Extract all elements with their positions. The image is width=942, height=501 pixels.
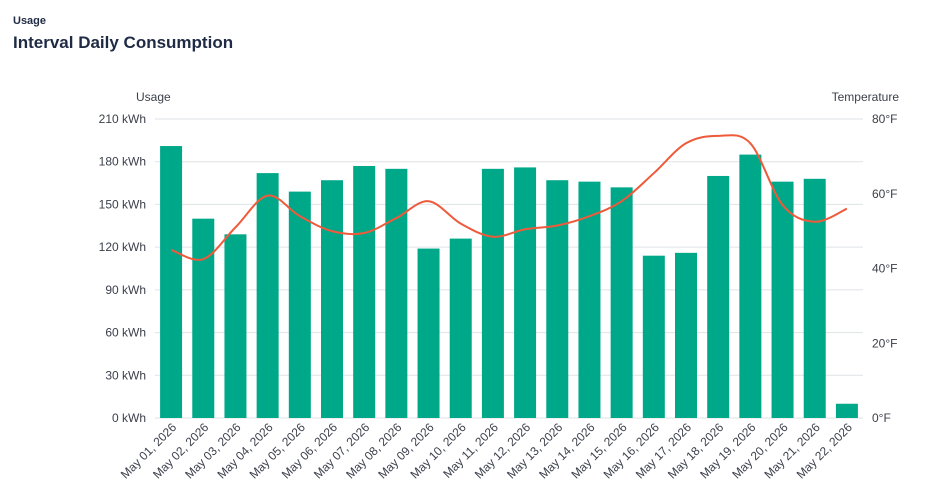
usage-bar[interactable] (481, 168, 504, 418)
usage-bar[interactable] (417, 248, 440, 418)
usage-bar[interactable] (192, 218, 215, 418)
usage-bar[interactable] (803, 178, 826, 418)
left-tick-label: 210 kWh (99, 112, 146, 126)
usage-bar[interactable] (321, 180, 343, 418)
usage-bar[interactable] (160, 146, 183, 419)
left-tick-label: 150 kWh (99, 197, 146, 211)
usage-bar[interactable] (610, 187, 633, 418)
temperature-series-line (170, 134, 848, 261)
right-tick-label: 0°F (872, 411, 891, 425)
right-tick-label: 80°F (872, 112, 897, 126)
left-tick-label: 30 kWh (105, 368, 146, 382)
left-tick-label: 120 kWh (99, 240, 146, 254)
usage-bar[interactable] (675, 252, 697, 418)
usage-bar[interactable] (707, 175, 730, 418)
section-eyebrow: Usage (13, 15, 47, 27)
usage-bar[interactable] (771, 181, 794, 418)
usage-bar[interactable] (353, 165, 376, 418)
right-axis-ticks: 0°F 20°F 40°F 60°F 80°F (872, 112, 897, 425)
right-tick-label: 60°F (872, 187, 897, 201)
temperature-line (170, 134, 848, 261)
usage-bar[interactable] (578, 181, 601, 418)
left-axis-ticks: 0 kWh 30 kWh 60 kWh 90 kWh 120 kWh 150 kWh 180… (99, 112, 146, 425)
usage-bar[interactable] (514, 167, 537, 418)
page-title: Interval Daily Consumption (13, 33, 234, 52)
usage-bar[interactable] (739, 154, 762, 418)
usage-bar[interactable] (546, 180, 569, 418)
usage-bar[interactable] (288, 191, 311, 418)
usage-bars (160, 146, 858, 419)
usage-bar[interactable] (385, 168, 408, 418)
usage-bar[interactable] (642, 255, 665, 418)
right-tick-label: 20°F (872, 336, 897, 350)
right-axis-title: Temperature (832, 90, 900, 104)
left-axis-title: Usage (136, 90, 171, 104)
usage-bar[interactable] (449, 238, 472, 418)
left-tick-label: 180 kWh (99, 155, 146, 169)
usage-bar[interactable] (256, 173, 279, 418)
left-tick-label: 60 kWh (105, 326, 146, 340)
left-tick-label: 90 kWh (105, 283, 146, 297)
right-tick-label: 40°F (872, 262, 897, 276)
usage-bar[interactable] (835, 403, 858, 418)
left-tick-label: 0 kWh (112, 411, 146, 425)
usage-bar[interactable] (224, 234, 247, 418)
